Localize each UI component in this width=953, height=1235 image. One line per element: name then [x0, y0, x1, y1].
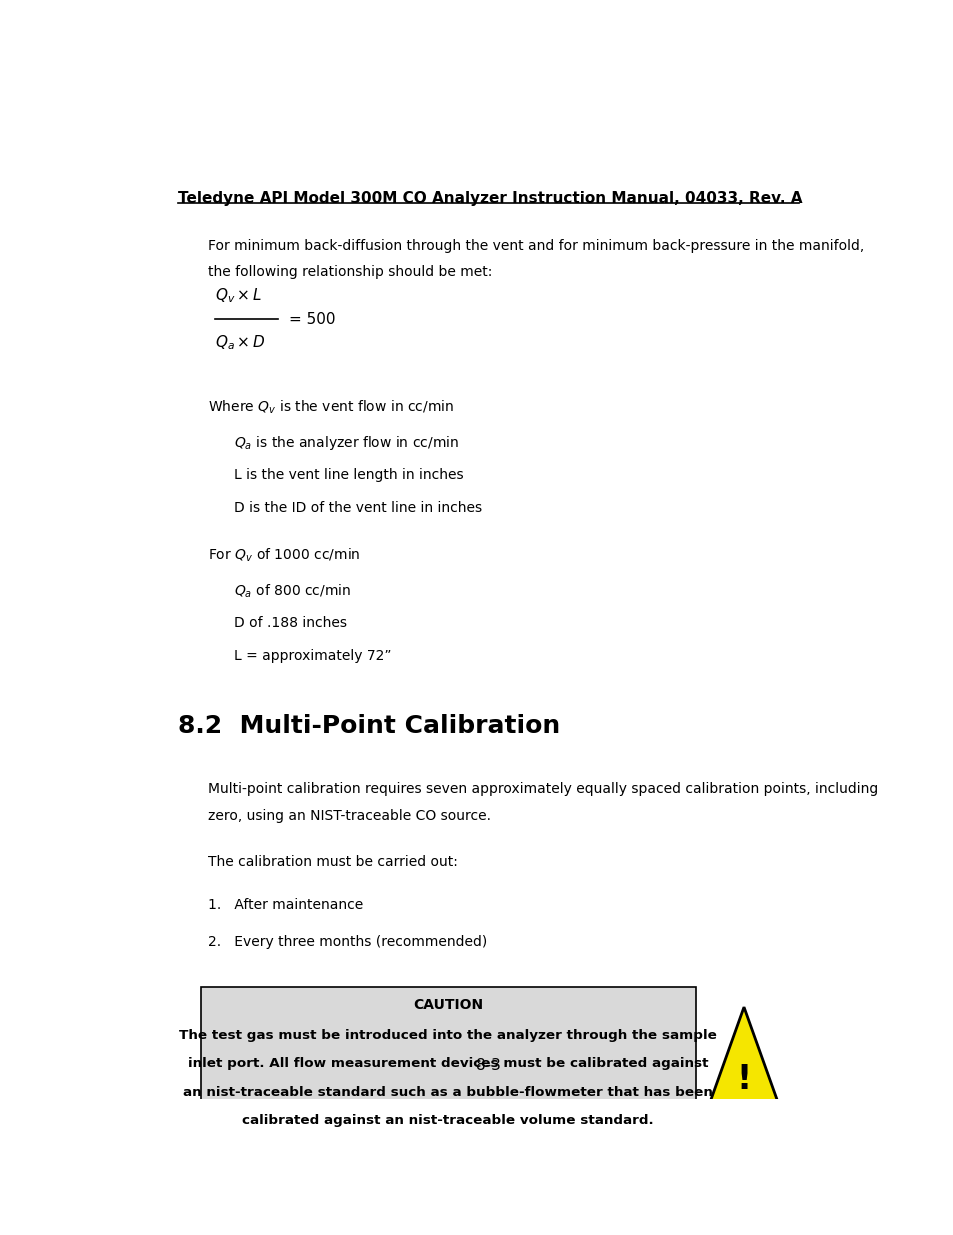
Text: The test gas must be introduced into the analyzer through the sample: The test gas must be introduced into the… — [179, 1029, 717, 1042]
Text: $Q_a$ of 800 cc/min: $Q_a$ of 800 cc/min — [233, 583, 351, 600]
Text: zero, using an NIST-traceable CO source.: zero, using an NIST-traceable CO source. — [208, 809, 491, 823]
Text: Where $Q_v$ is the vent flow in cc/min: Where $Q_v$ is the vent flow in cc/min — [208, 399, 454, 416]
Text: inlet port. All flow measurement devices must be calibrated against: inlet port. All flow measurement devices… — [188, 1057, 708, 1071]
FancyBboxPatch shape — [200, 987, 696, 1149]
Text: L = approximately 72”: L = approximately 72” — [233, 650, 391, 663]
Text: 1.   After maintenance: 1. After maintenance — [208, 899, 363, 913]
Text: The calibration must be carried out:: The calibration must be carried out: — [208, 855, 457, 868]
Text: For minimum back-diffusion through the vent and for minimum back-pressure in the: For minimum back-diffusion through the v… — [208, 238, 863, 252]
Text: $Q_a$ is the analyzer flow in cc/min: $Q_a$ is the analyzer flow in cc/min — [233, 435, 458, 452]
Text: 8.2  Multi-Point Calibration: 8.2 Multi-Point Calibration — [178, 714, 560, 739]
Text: CAUTION: CAUTION — [413, 998, 483, 1013]
Text: Multi-point calibration requires seven approximately equally spaced calibration : Multi-point calibration requires seven a… — [208, 783, 878, 797]
Text: $Q_v \times L$: $Q_v \times L$ — [215, 287, 262, 305]
Text: L is the vent line length in inches: L is the vent line length in inches — [233, 468, 463, 482]
Text: D is the ID of the vent line in inches: D is the ID of the vent line in inches — [233, 501, 481, 515]
Polygon shape — [707, 1007, 780, 1109]
Text: For $Q_v$ of 1000 cc/min: For $Q_v$ of 1000 cc/min — [208, 547, 360, 564]
Text: !: ! — [736, 1062, 751, 1095]
Text: an nist-traceable standard such as a bubble-flowmeter that has been: an nist-traceable standard such as a bub… — [183, 1086, 713, 1099]
Text: D of .188 inches: D of .188 inches — [233, 616, 347, 630]
Text: 8-3: 8-3 — [476, 1057, 501, 1072]
Text: the following relationship should be met:: the following relationship should be met… — [208, 266, 492, 279]
Text: $Q_a \times D$: $Q_a \times D$ — [215, 333, 266, 352]
Text: Teledyne API Model 300M CO Analyzer Instruction Manual, 04033, Rev. A: Teledyne API Model 300M CO Analyzer Inst… — [178, 191, 802, 206]
Text: calibrated against an nist-traceable volume standard.: calibrated against an nist-traceable vol… — [242, 1114, 654, 1128]
Text: = 500: = 500 — [289, 312, 335, 327]
Text: 2.   Every three months (recommended): 2. Every three months (recommended) — [208, 935, 487, 948]
